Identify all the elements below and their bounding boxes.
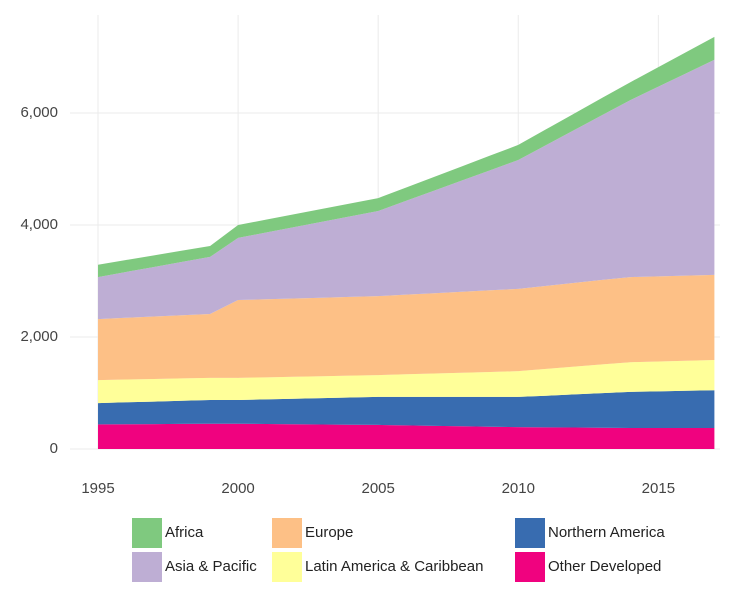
legend-label: Asia & Pacific (165, 558, 257, 575)
area (98, 423, 715, 449)
area (98, 390, 715, 428)
legend-swatch (515, 552, 545, 582)
legend-label: Northern America (548, 524, 665, 541)
y-tick-label: 6,000 (20, 104, 58, 121)
legend-label: Other Developed (548, 558, 661, 575)
legend-label: Africa (165, 524, 204, 541)
y-tick-label: 4,000 (20, 216, 58, 233)
legend-swatch (132, 518, 162, 548)
area (98, 274, 715, 381)
legend-label: Europe (305, 524, 353, 541)
x-tick-label: 2015 (642, 480, 675, 497)
y-tick-label: 2,000 (20, 328, 58, 345)
x-tick-label: 2010 (502, 480, 535, 497)
legend-label: Latin America & Caribbean (305, 558, 483, 575)
legend-swatch (132, 552, 162, 582)
x-tick-label: 1995 (81, 480, 114, 497)
x-tick-label: 2005 (362, 480, 395, 497)
legend-swatch (515, 518, 545, 548)
legend-swatch (272, 552, 302, 582)
area (98, 359, 715, 404)
y-tick-label: 0 (50, 440, 58, 457)
area (98, 59, 715, 320)
legend-swatch (272, 518, 302, 548)
x-tick-label: 2000 (221, 480, 254, 497)
